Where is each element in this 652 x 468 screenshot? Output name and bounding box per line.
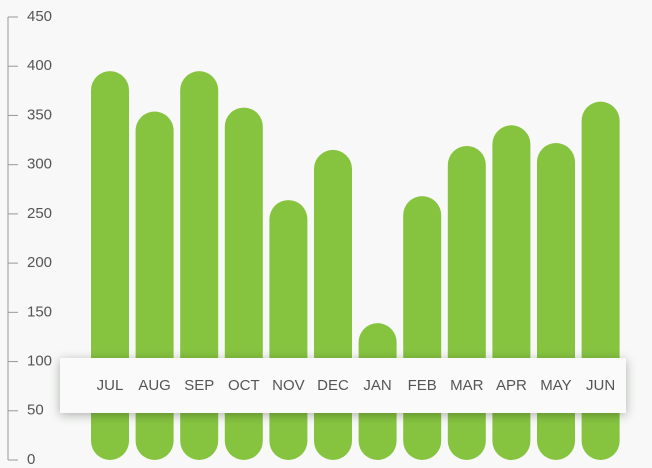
x-tick-label: AUG [138, 377, 171, 394]
x-tick-label: DEC [317, 377, 349, 394]
x-tick-label: JUL [97, 377, 124, 394]
y-tick-label: 450 [27, 8, 52, 25]
x-tick-label: JAN [363, 377, 391, 394]
labels: JUL AUG SEP OCT NOV DEC JAN FEB MAR APR MAY JUN [97, 377, 616, 394]
x-tick-label: JUN [586, 377, 615, 394]
x-tick-label: MAY [540, 377, 571, 394]
x-tick-label: MAR [450, 377, 484, 394]
y-tick-label: 150 [27, 303, 52, 320]
y-tick-label: 350 [27, 106, 52, 123]
x-tick-label: SEP [184, 377, 214, 394]
y-tick-label: 300 [27, 156, 52, 173]
x-tick-label: APR [496, 377, 527, 394]
y-tick-label: 200 [27, 254, 52, 271]
y-tick-label: 0 [27, 451, 35, 468]
bar [269, 200, 308, 460]
x-tick-label: FEB [408, 377, 437, 394]
x-tick-label: NOV [272, 377, 305, 394]
y-tick-label: 250 [27, 205, 52, 222]
y-tick-label: 100 [27, 353, 52, 370]
x-tick-label: OCT [228, 377, 260, 394]
y-tick-label: 400 [27, 57, 52, 74]
bar [314, 149, 352, 460]
bar [403, 196, 442, 460]
label-band [60, 358, 626, 413]
y-tick-label: 50 [27, 402, 44, 419]
